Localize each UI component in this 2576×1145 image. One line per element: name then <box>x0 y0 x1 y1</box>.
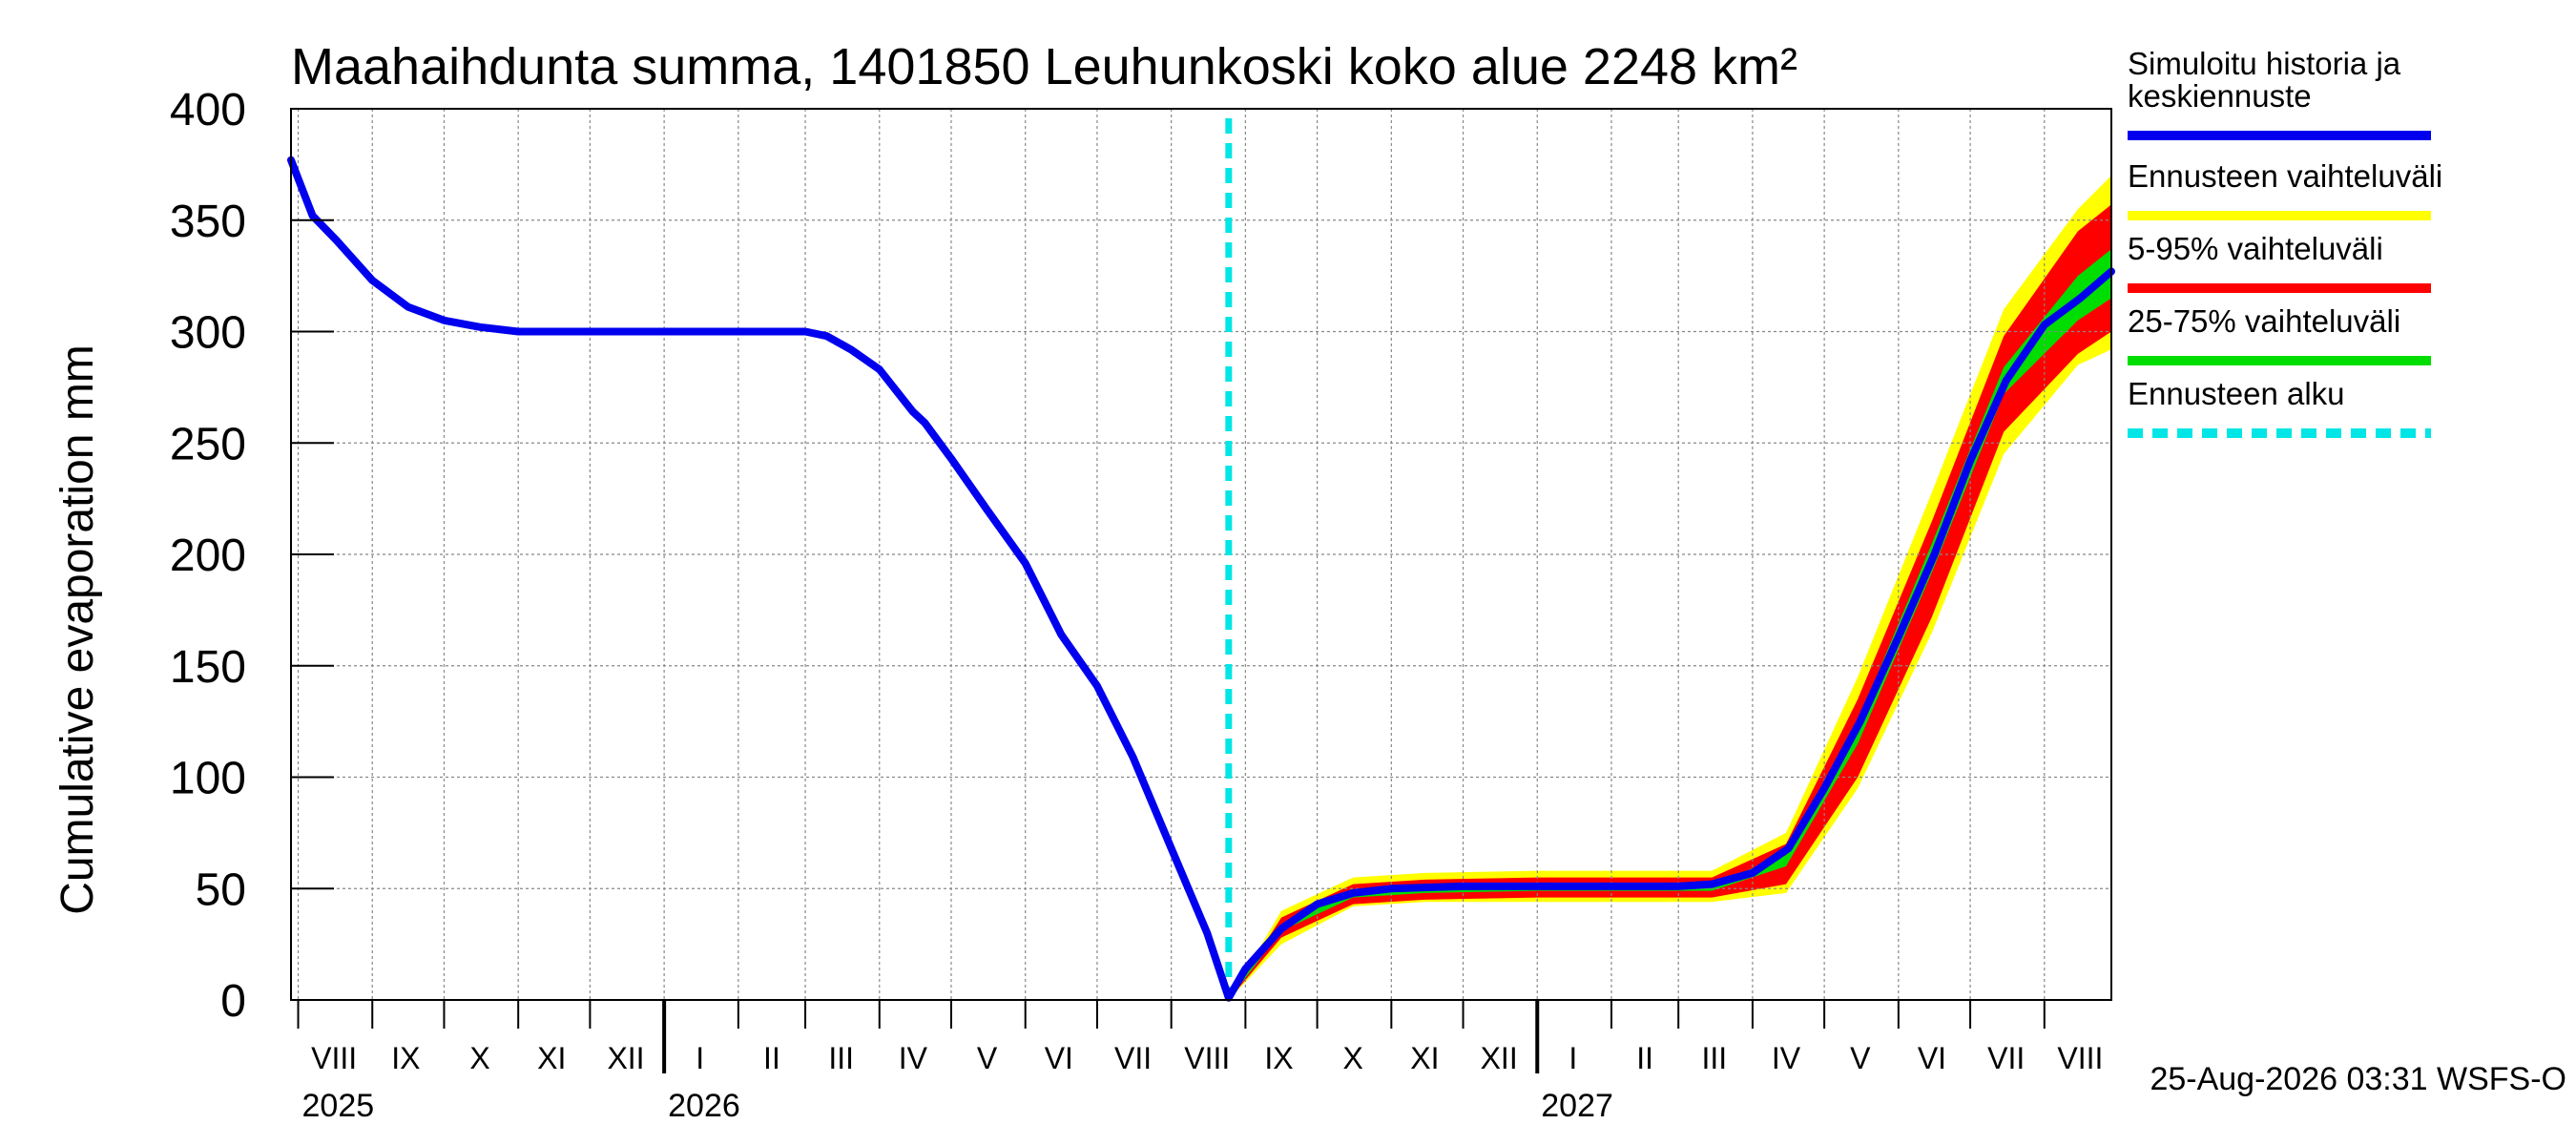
x-month-label: V <box>977 1041 998 1075</box>
x-month-label: II <box>1636 1041 1653 1075</box>
y-axis-label: Cumulative evaporation mm <box>52 344 103 915</box>
legend-label: Ennusteen vaihteluväli <box>2128 158 2442 194</box>
x-month-label: III <box>828 1041 854 1075</box>
x-month-label: X <box>1343 1041 1363 1075</box>
x-year-label: 2025 <box>302 1088 375 1124</box>
x-year-label: 2026 <box>668 1088 740 1124</box>
x-month-label: VII <box>1114 1041 1152 1075</box>
x-month-label: XI <box>537 1041 566 1075</box>
x-month-label: VIII <box>1184 1041 1230 1075</box>
x-month-label: IX <box>391 1041 420 1075</box>
chart-title: Maahaihdunta summa, 1401850 Leuhunkoski … <box>291 38 1797 95</box>
grid-lines <box>291 108 2111 1000</box>
x-month-label: VI <box>1918 1041 1946 1075</box>
x-month-label: III <box>1701 1041 1727 1075</box>
x-month-label: V <box>1850 1041 1871 1075</box>
x-year-label: 2027 <box>1541 1088 1613 1124</box>
x-month-label: XI <box>1410 1041 1439 1075</box>
forecast-bands <box>1228 176 2111 1001</box>
x-month-label: XII <box>1481 1041 1518 1075</box>
plot-frame <box>290 108 2112 1001</box>
band-ennusteen-vaihteluv-li <box>1228 176 2111 1000</box>
x-month-label: VIII <box>2057 1041 2103 1075</box>
legend-label: Simuloitu historia ja <box>2128 46 2401 81</box>
legend-label: 25-75% vaihteluväli <box>2128 303 2400 339</box>
x-month-label: II <box>763 1041 780 1075</box>
y-tick-label: 150 <box>170 642 246 693</box>
y-tick-label: 0 <box>220 976 246 1027</box>
x-month-label: XII <box>607 1041 644 1075</box>
x-month-label: VIII <box>311 1041 357 1075</box>
y-tick-label: 50 <box>196 864 246 915</box>
x-month-label: I <box>696 1041 704 1075</box>
x-month-label: IV <box>1772 1041 1801 1075</box>
legend-label: 5-95% vaihteluväli <box>2128 231 2383 266</box>
x-month-label: VI <box>1045 1041 1073 1075</box>
x-month-label: IX <box>1264 1041 1293 1075</box>
y-tick-label: 350 <box>170 197 246 247</box>
y-tick-label: 300 <box>170 308 246 359</box>
footer-timestamp: 25-Aug-2026 03:31 WSFS-O <box>2150 1061 2566 1097</box>
y-tick-label: 200 <box>170 531 246 581</box>
y-tick-label: 250 <box>170 419 246 469</box>
band-5-95-vaihteluv-li <box>1228 204 2111 1000</box>
x-month-label: I <box>1568 1041 1577 1075</box>
series-line-history-mean <box>287 156 2115 1002</box>
x-month-label: VII <box>1987 1041 2025 1075</box>
y-tick-label: 100 <box>170 754 246 804</box>
y-tick-label: 400 <box>170 85 246 135</box>
legend-label: keskiennuste <box>2128 78 2312 114</box>
legend-label: Ennusteen alku <box>2128 376 2345 411</box>
x-month-label: IV <box>899 1041 928 1075</box>
series-lines <box>287 118 2115 1002</box>
x-month-label: X <box>469 1041 489 1075</box>
